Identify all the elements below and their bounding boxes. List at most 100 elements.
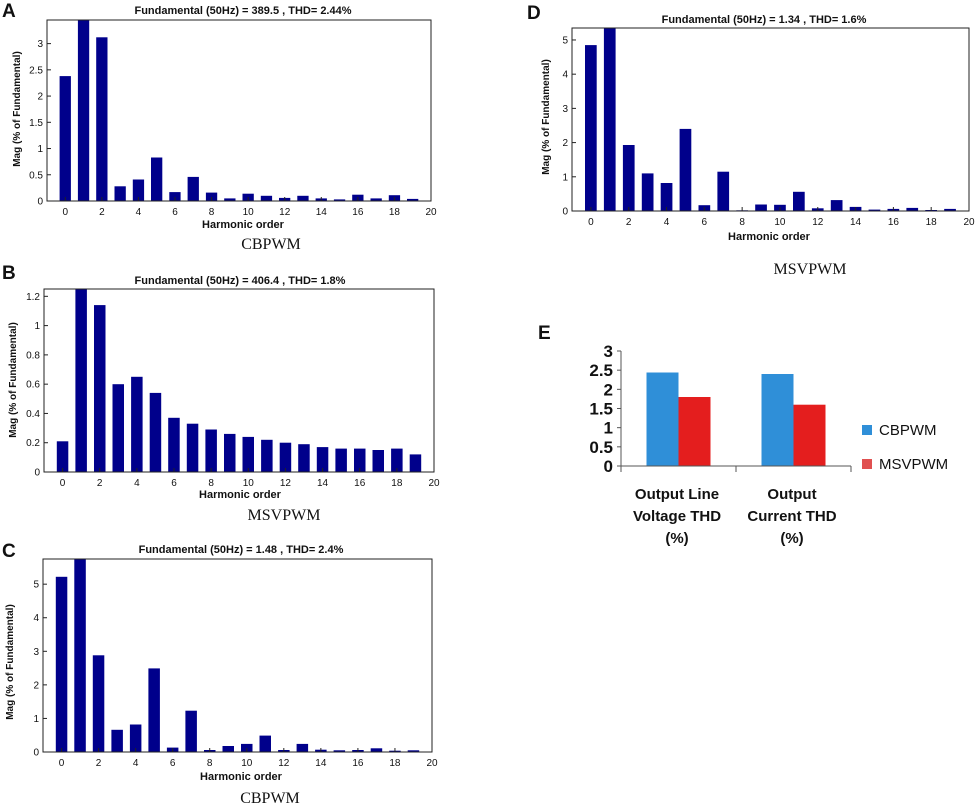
x-tick-label: 2 — [99, 207, 105, 218]
y-tick-label: 0.5 — [29, 170, 43, 181]
x-tick-label: 18 — [389, 758, 401, 769]
y-tick-label: 1.5 — [29, 118, 43, 129]
chart-caption-b: MSVPWM — [248, 507, 321, 524]
legend-label-cbpwm: CBPWM — [879, 422, 937, 439]
category-label: Output — [767, 486, 816, 503]
x-tick-label: 20 — [963, 217, 975, 228]
y-tick-label: 3 — [604, 342, 613, 361]
chart-title-d: Fundamental (50Hz) = 1.34 , THD= 1.6% — [662, 14, 867, 26]
bar — [149, 392, 162, 472]
bar — [55, 576, 68, 752]
bar — [679, 128, 692, 211]
bar — [59, 76, 71, 201]
bar — [391, 448, 403, 472]
x-tick-label: 8 — [207, 758, 213, 769]
bar — [354, 448, 366, 472]
bar — [242, 436, 254, 472]
y-tick-label: 1 — [33, 714, 39, 725]
x-tick-label: 0 — [63, 207, 69, 218]
y-axis-label-b: Mag (% of Fundamental) — [8, 322, 19, 438]
bar — [74, 559, 86, 752]
x-tick-label: 16 — [888, 217, 900, 228]
bar — [717, 171, 730, 211]
bar — [333, 199, 346, 201]
panel-label-d: D — [527, 3, 541, 24]
bar — [77, 20, 90, 201]
bar — [622, 145, 635, 211]
panel-label-a: A — [2, 1, 16, 22]
bar — [297, 195, 309, 201]
y-tick-label: 0.6 — [26, 380, 40, 391]
bar — [261, 439, 273, 472]
plot-frame — [43, 288, 435, 473]
category-label: Voltage THD — [633, 508, 721, 525]
x-tick-label: 14 — [315, 758, 327, 769]
bar — [370, 198, 382, 201]
x-tick-label: 20 — [426, 758, 438, 769]
category-labels-e: Output Line Voltage THD (%) Output Curre… — [633, 486, 837, 547]
x-axis-label-c: Harmonic order — [200, 771, 283, 783]
panel-label-e: E — [538, 323, 551, 344]
bar — [75, 289, 87, 472]
bar — [241, 743, 253, 752]
bar — [407, 750, 420, 752]
chart-panel-b: B Fundamental (50Hz) = 406.4 , THD= 1.8%… — [2, 263, 440, 524]
bar — [409, 454, 422, 472]
x-tick-label: 8 — [208, 478, 214, 489]
y-tick-label: 3 — [37, 39, 43, 50]
x-tick-label: 6 — [172, 207, 178, 218]
x-tick-label: 6 — [171, 478, 177, 489]
x-tick-label: 2 — [96, 758, 102, 769]
x-tick-label: 0 — [60, 478, 66, 489]
x-tick-label: 10 — [241, 758, 253, 769]
bar — [205, 429, 217, 472]
bar — [94, 305, 106, 472]
x-tick-label: 10 — [243, 478, 255, 489]
y-tick-label: 0.2 — [26, 438, 40, 449]
x-axis-label-d: Harmonic order — [728, 231, 811, 243]
y-tick-label: 3 — [33, 647, 39, 658]
category-label: Output Line — [635, 486, 719, 503]
panel-label-b: B — [2, 263, 16, 284]
bar-cbpwm — [761, 374, 794, 466]
y-tick-label: 0 — [34, 468, 40, 479]
plot-frame — [571, 27, 970, 212]
bar — [372, 450, 384, 472]
x-tick-label: 20 — [425, 207, 437, 218]
x-tick-label: 12 — [280, 478, 292, 489]
legend-swatch-msvpwm — [862, 459, 872, 469]
bar — [906, 207, 919, 211]
bar — [316, 447, 329, 472]
y-axis-label-d: Mag (% of Fundamental) — [541, 59, 552, 175]
bar — [222, 746, 234, 752]
x-tick-label: 12 — [812, 217, 824, 228]
category-label: (%) — [780, 530, 803, 547]
x-tick-label: 18 — [926, 217, 938, 228]
x-tick-label: 20 — [428, 478, 440, 489]
y-tick-label: 4 — [562, 70, 568, 81]
bar-msvpwm — [793, 404, 826, 466]
category-label: Current THD — [747, 508, 836, 525]
x-tick-label: 4 — [664, 217, 670, 228]
bar — [56, 441, 69, 472]
plot-frame — [42, 558, 433, 753]
plot-area-b: 0 2 4 6 8 10 12 14 16 18 20 0 0.2 0.4 0.6 0.8 1 1.2 — [26, 288, 440, 489]
chart-caption-c: CBPWM — [240, 790, 300, 807]
bar — [370, 748, 383, 752]
bar — [868, 209, 881, 211]
y-tick-label: 0.5 — [589, 438, 613, 457]
chart-caption-d: MSVPWM — [774, 261, 847, 278]
bar — [92, 655, 105, 752]
x-tick-label: 14 — [316, 207, 328, 218]
legend-e: CBPWM MSVPWM — [862, 422, 948, 473]
x-tick-label: 10 — [243, 207, 255, 218]
plot-area-a: 0 2 4 6 8 10 12 14 16 18 20 0 0.5 1 1.5 2 2.5 3 — [29, 19, 437, 218]
x-tick-label: 0 — [588, 217, 594, 228]
y-tick-label: 2 — [37, 92, 43, 103]
bar — [168, 417, 180, 472]
bar — [333, 750, 346, 752]
x-tick-label: 12 — [278, 758, 290, 769]
bar — [660, 183, 673, 211]
